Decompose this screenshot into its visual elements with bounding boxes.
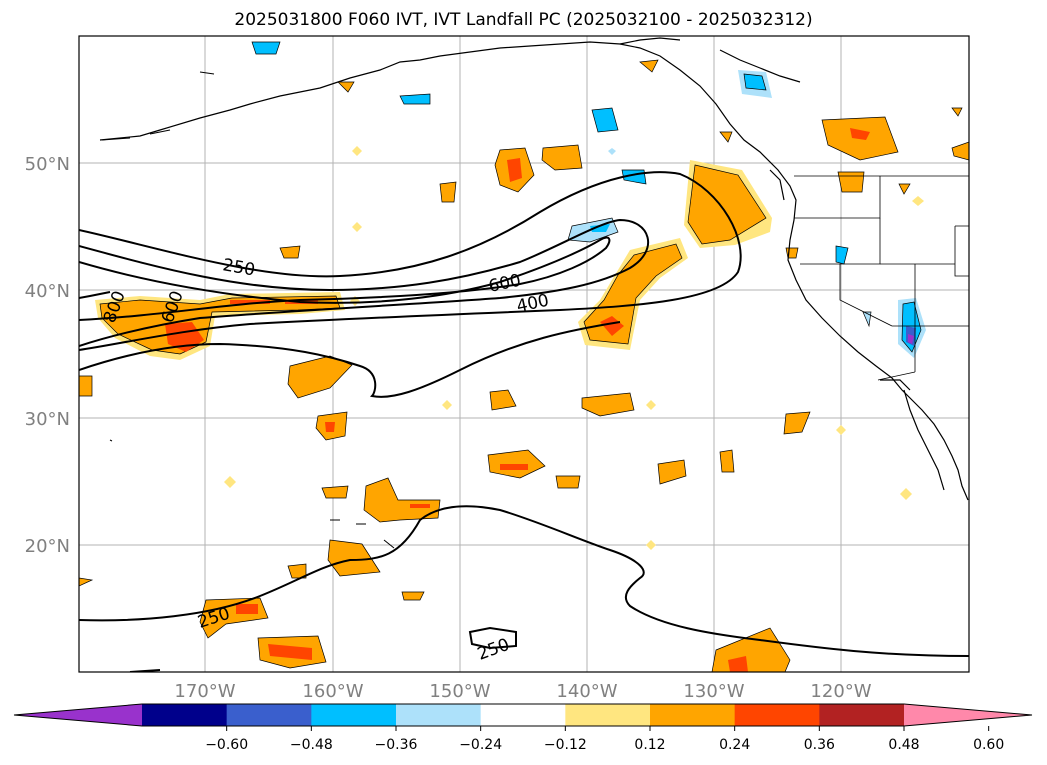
colorbar-outline <box>13 703 1033 727</box>
coastlines <box>99 37 969 501</box>
colorbar-extend-high <box>904 704 1032 726</box>
colorbar-cell <box>396 704 482 726</box>
colorbar-tick-label: −0.60 <box>205 737 248 753</box>
lat-label: 50°N <box>25 154 70 175</box>
colorbar-tick-label: −0.12 <box>544 737 587 753</box>
lon-label: 160°W <box>302 681 363 702</box>
lon-label: 130°W <box>683 681 744 702</box>
colorbar-extend-low <box>14 704 142 726</box>
colorbar-cell <box>650 704 736 726</box>
lon-label: 120°W <box>810 681 871 702</box>
colorbar-cells <box>142 704 905 726</box>
map-background <box>79 36 969 672</box>
colorbar-cell <box>565 704 651 726</box>
lon-label: 170°W <box>174 681 235 702</box>
colorbar-cell <box>734 704 820 726</box>
lat-label: 20°N <box>25 536 70 557</box>
colorbar-tick-label: −0.36 <box>375 737 418 753</box>
map-frame <box>78 35 970 673</box>
colorbar-tick-label: 0.48 <box>888 737 919 753</box>
colorbar-tick-label: 0.36 <box>804 737 835 753</box>
colorbar-ticks: −0.60 −0.48 −0.36 −0.24 −0.12 0.12 0.24 0.36 0.4… <box>205 726 1004 753</box>
ivt-contours <box>79 171 969 672</box>
islands <box>101 71 395 549</box>
negative-pc-shading <box>251 41 926 358</box>
colorbar-tick-label: 0.12 <box>634 737 665 753</box>
colorbar-cell <box>142 704 228 726</box>
colorbar-tick-label: 0.60 <box>973 737 1004 753</box>
map-title: 2025031800 F060 IVT, IVT Landfall PC (20… <box>234 10 813 30</box>
colorbar-tick-label: −0.24 <box>459 737 502 753</box>
lat-labels: 50°N 40°N 30°N 20°N <box>25 154 70 557</box>
lon-labels: 170°W 160°W 150°W 140°W 130°W 120°W <box>174 681 871 702</box>
lon-label: 150°W <box>429 681 490 702</box>
colorbar-cell <box>480 704 566 726</box>
colorbar-cell <box>226 704 312 726</box>
colorbar-cell <box>311 704 397 726</box>
lat-label: 30°N <box>25 409 70 430</box>
colorbar-cell <box>819 704 905 726</box>
colorbar-tick-label: 0.24 <box>719 737 750 753</box>
colorbar: −0.60 −0.48 −0.36 −0.24 −0.12 0.12 0.24 0.36 0.4… <box>13 703 1033 753</box>
positive-pc-shading <box>79 59 969 672</box>
political-borders <box>794 175 969 381</box>
colorbar-tick-label: −0.48 <box>290 737 333 753</box>
lon-label: 140°W <box>556 681 617 702</box>
lat-label: 40°N <box>25 281 70 302</box>
